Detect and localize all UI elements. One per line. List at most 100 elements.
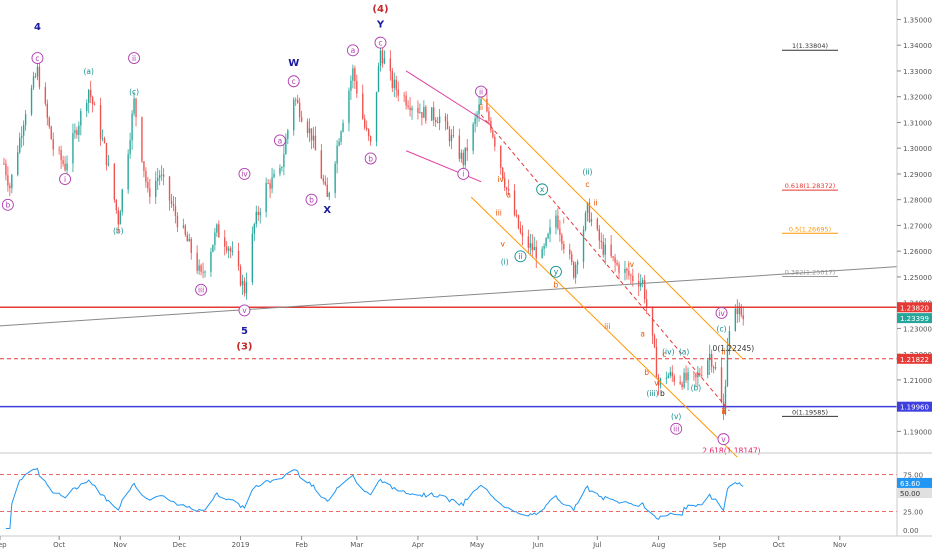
wave-label: (iv) [662, 348, 674, 357]
candle-body [405, 95, 407, 106]
wave-label-circle [670, 422, 683, 435]
candle-body [129, 140, 131, 155]
candle-body [632, 275, 634, 281]
x-tick-label: Aug [652, 541, 666, 549]
candle-body [336, 145, 338, 164]
candle-body [513, 190, 516, 216]
candle-body [229, 248, 232, 252]
candle-body [131, 113, 133, 141]
trend-line [405, 70, 492, 126]
candle-body [695, 373, 697, 378]
candle-body [19, 137, 21, 153]
candle-body [269, 183, 271, 189]
candle-body [433, 107, 435, 120]
candle-body [76, 130, 78, 135]
candle-body [533, 246, 535, 251]
candle-body [707, 360, 709, 376]
candle-body [32, 76, 35, 88]
candle-body [3, 163, 5, 165]
candle-body [464, 147, 466, 165]
candle-body [350, 80, 352, 91]
wave-label: iii [496, 209, 502, 218]
candle-body [241, 280, 244, 286]
candle-body [563, 244, 565, 250]
wave-label-circle [195, 283, 208, 296]
candle-body [157, 178, 159, 181]
candle-body [243, 280, 246, 294]
candle-body [543, 246, 545, 249]
candle-body [149, 188, 151, 197]
candle-body [458, 135, 461, 159]
candle-body [133, 98, 135, 114]
candle-body [62, 160, 64, 164]
y-tick-label: 1.29000 [903, 171, 932, 179]
last-price-box [897, 313, 932, 324]
candle-body [419, 112, 421, 113]
candle-body [640, 282, 642, 287]
wave-label: 2.618(1.18147) [702, 447, 760, 456]
candle-body [541, 248, 543, 258]
wave-label: iv [241, 170, 248, 179]
wave-label: c [662, 350, 666, 359]
wave-label: 4 [34, 22, 41, 33]
wave-label: b [6, 201, 11, 210]
candle-body [571, 254, 573, 263]
candle-body [295, 99, 297, 101]
candle-body [643, 280, 646, 300]
candle-body [655, 346, 658, 378]
candle-body [158, 175, 161, 179]
wave-label-circle [238, 167, 251, 180]
candle-body [11, 174, 13, 189]
candle-body [657, 377, 660, 386]
candle-body [590, 219, 593, 222]
y-tick-label: 1.30000 [903, 145, 932, 153]
candle-body [559, 228, 561, 235]
y-tick-label: 1.35000 [903, 16, 932, 24]
wave-label: i [462, 170, 464, 179]
candle-body [253, 224, 256, 234]
candle-body [446, 121, 449, 130]
candle-body [624, 268, 626, 273]
candle-body [505, 187, 508, 190]
wave-label: b [368, 154, 373, 163]
candle-body [105, 143, 108, 165]
wave-label-circle [305, 193, 318, 206]
candle-body [728, 330, 731, 346]
candle-body [245, 282, 248, 294]
candle-body [113, 163, 116, 200]
candle-body [74, 130, 76, 134]
wave-label: ii [479, 87, 483, 96]
candle-body [545, 238, 547, 247]
x-tick-label: Apr [412, 541, 424, 549]
trend-line [470, 196, 738, 458]
candle-body [521, 232, 524, 237]
candle-body [182, 225, 185, 228]
wave-label: c [35, 54, 39, 63]
x-tick-label: Jul [592, 541, 602, 549]
wave-label: (v) [671, 412, 681, 421]
candle-body [198, 265, 200, 271]
wave-label: v [242, 306, 247, 315]
candle-body [265, 183, 267, 212]
wave-label-circle [457, 167, 470, 180]
candle-body [604, 244, 606, 255]
candle-body [320, 150, 323, 179]
candle-body [391, 71, 394, 89]
wave-label: iii [673, 425, 679, 434]
candle-body [614, 257, 616, 263]
wave-label: X [323, 205, 331, 216]
candle-body [107, 163, 110, 165]
wave-label: a [351, 46, 356, 55]
wave-label-circle [59, 173, 72, 186]
wave-label: v [654, 378, 659, 387]
y-tick-label: 1.33000 [903, 68, 932, 76]
candle-body [24, 114, 27, 126]
candle-body [423, 107, 425, 118]
candle-body [326, 184, 328, 197]
last-price-text: 1.23399 [900, 315, 929, 323]
candle-body [88, 89, 90, 104]
candle-body [722, 402, 725, 414]
candle-body [697, 373, 699, 378]
y-tick-label: 1.19000 [903, 428, 932, 436]
